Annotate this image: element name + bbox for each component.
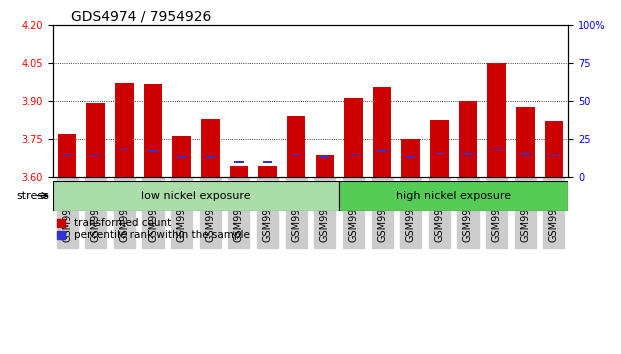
Text: low nickel exposure: low nickel exposure	[141, 190, 251, 201]
Bar	[339, 181, 568, 211]
Bar	[120, 149, 129, 150]
Bar	[516, 107, 535, 177]
Bar	[287, 116, 306, 177]
Bar	[234, 161, 243, 162]
Bar	[430, 120, 448, 177]
Bar	[201, 119, 220, 177]
Bar	[520, 153, 530, 155]
Bar	[115, 83, 134, 177]
Bar	[177, 156, 186, 158]
Bar	[58, 134, 76, 177]
Bar	[401, 139, 420, 177]
Bar	[63, 155, 72, 156]
Bar	[378, 150, 387, 152]
Bar	[291, 155, 301, 156]
Bar	[492, 149, 501, 150]
Bar	[258, 166, 277, 177]
Text: GDS4974 / 7954926: GDS4974 / 7954926	[71, 9, 212, 23]
Bar	[53, 181, 339, 211]
Bar	[263, 161, 272, 162]
Bar	[206, 156, 215, 158]
Bar	[320, 156, 330, 158]
Bar	[406, 156, 415, 158]
Bar	[435, 152, 444, 153]
Bar	[459, 101, 478, 177]
Bar	[91, 155, 101, 156]
Bar	[173, 136, 191, 177]
Bar	[315, 155, 334, 177]
Bar	[230, 166, 248, 177]
Bar	[373, 87, 391, 177]
Bar	[549, 155, 558, 156]
Bar	[545, 121, 563, 177]
Bar	[344, 98, 363, 177]
Bar	[148, 150, 158, 152]
Bar	[86, 103, 105, 177]
Text: high nickel exposure: high nickel exposure	[396, 190, 511, 201]
Bar	[487, 63, 506, 177]
Bar	[143, 84, 162, 177]
Text: stress: stress	[16, 190, 49, 201]
Bar	[463, 153, 473, 155]
Bar	[349, 155, 358, 156]
Legend: transformed count, percentile rank within the sample: transformed count, percentile rank withi…	[53, 214, 253, 245]
